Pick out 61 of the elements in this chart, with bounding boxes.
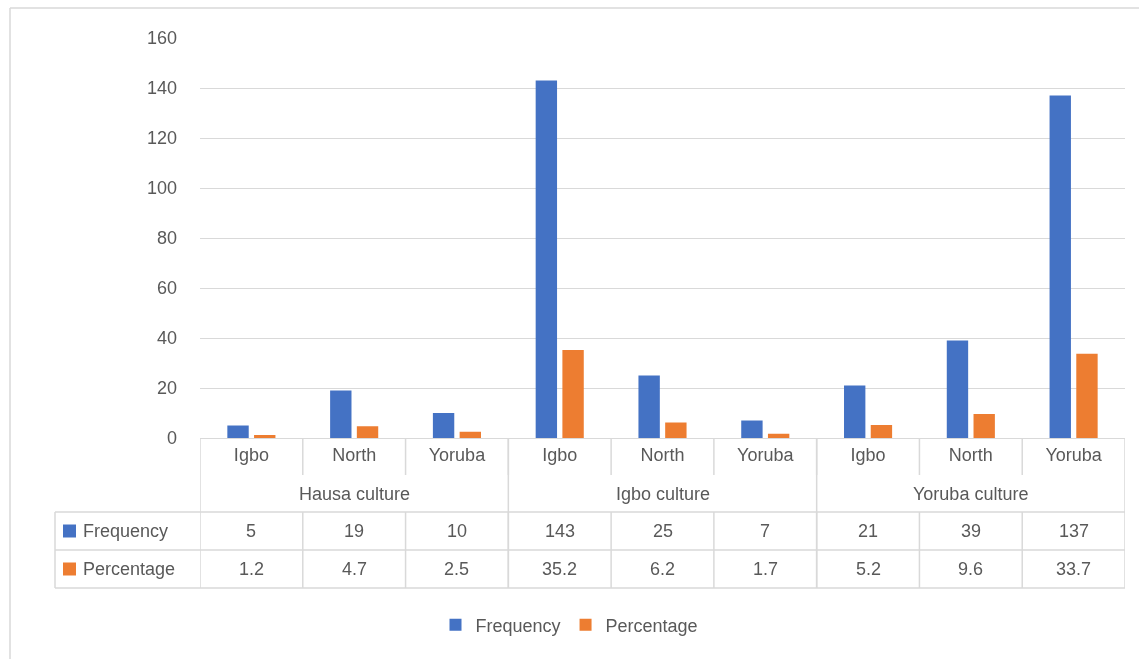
data-label: 33.7 — [1056, 559, 1092, 579]
text: Hausa culture — [299, 484, 411, 504]
bar — [767, 433, 790, 438]
legend-label: Percentage — [83, 559, 176, 579]
bar — [1049, 95, 1071, 438]
y-tick-label: 100 — [146, 178, 177, 199]
y-tick-label: 60 — [156, 278, 177, 299]
x-tick-label: North — [640, 444, 685, 465]
data-label: 2.5 — [444, 559, 470, 579]
bar — [330, 390, 352, 438]
data-label: 19 — [344, 521, 365, 541]
y-tick-label: 140 — [146, 78, 177, 99]
data-label: 5.2 — [856, 559, 882, 579]
data-label: 1.7 — [753, 559, 779, 579]
x-tick-label: Igbo — [233, 444, 269, 465]
data-label: 21 — [858, 521, 879, 541]
y-tick-label: 0 — [166, 428, 177, 449]
data-label: 35.2 — [542, 559, 578, 579]
legend-label: Frequency — [83, 521, 169, 541]
bar — [459, 431, 481, 438]
data-label: 7 — [760, 521, 771, 541]
legend-item: Frequency — [449, 615, 561, 636]
bar — [227, 425, 249, 438]
y-tick-label: 40 — [156, 328, 177, 349]
bar — [844, 385, 866, 438]
y-tick-label: 20 — [156, 378, 177, 399]
x-tick-label: North — [332, 444, 377, 465]
y-tick-label: 80 — [156, 228, 177, 249]
bar — [1076, 353, 1098, 438]
bar — [638, 375, 660, 438]
x-tick-label: Igbo — [542, 444, 578, 465]
x-tick-label: Yoruba — [428, 444, 487, 465]
data-label: 25 — [653, 521, 674, 541]
bar — [356, 426, 379, 438]
data-label: 5 — [246, 521, 257, 541]
legend-item: Percentage — [579, 615, 698, 636]
bar — [562, 350, 584, 438]
data-label: 39 — [961, 521, 982, 541]
data-label: 137 — [1059, 521, 1090, 541]
data-label: 1.2 — [239, 559, 265, 579]
bar — [870, 425, 893, 438]
bar — [973, 414, 995, 438]
x-tick-label: Yoruba — [737, 444, 795, 465]
text: Yoruba culture — [913, 484, 1029, 504]
bar — [535, 80, 558, 438]
x-tick-label: North — [948, 444, 993, 465]
bar — [432, 413, 455, 438]
data-label: 143 — [545, 521, 576, 541]
x-tick-label: Yoruba — [1045, 444, 1103, 465]
text: Igbo culture — [616, 484, 711, 504]
bar — [741, 420, 763, 438]
data-label: 6.2 — [650, 559, 676, 579]
bar — [946, 340, 969, 438]
data-label: 4.7 — [342, 559, 368, 579]
y-tick-label: 160 — [146, 28, 177, 49]
bar — [254, 435, 276, 438]
data-label: 10 — [447, 521, 468, 541]
bar — [665, 422, 687, 438]
y-tick-label: 120 — [146, 128, 177, 149]
data-label: 9.6 — [958, 559, 984, 579]
x-tick-label: Igbo — [850, 444, 886, 465]
